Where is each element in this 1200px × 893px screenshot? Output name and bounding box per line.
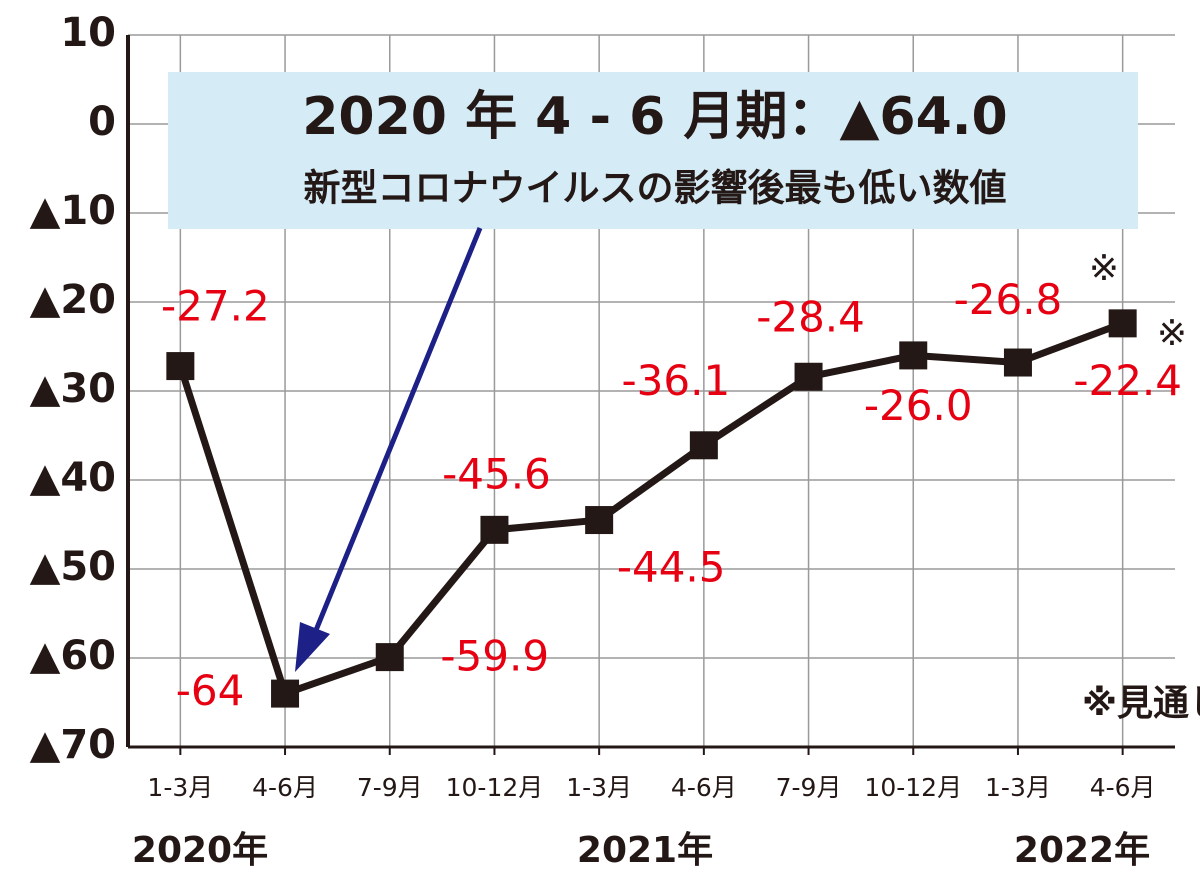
forecast-mark: ※ (1157, 313, 1187, 354)
year-label: 2022年 (1014, 830, 1150, 871)
value-label: -59.9 (440, 632, 549, 681)
point (689, 431, 718, 460)
forecast-note: ※見通し (1082, 683, 1200, 724)
y-tick-label: ▲70 (30, 722, 116, 768)
y-tick-label: ▲30 (30, 366, 116, 412)
point (166, 352, 195, 381)
point (271, 679, 300, 708)
line (177, 320, 1124, 698)
x-tick-label: 4-6月 (671, 773, 737, 802)
annotation-subtitle: 新型コロナウイルスの影響後最も低い数値 (304, 167, 1007, 210)
value-label: -45.6 (442, 449, 551, 498)
y-tick-label: ▲10 (30, 188, 116, 234)
value-label: -36.1 (622, 356, 731, 405)
point (794, 362, 823, 391)
x-tick-label: 7-9月 (357, 773, 423, 802)
point (585, 506, 614, 535)
value-label: -64 (176, 666, 245, 715)
point (1003, 348, 1032, 377)
point (375, 643, 404, 672)
x-tick-label: 7-9月 (776, 773, 842, 802)
y-tick-label: ▲60 (30, 633, 116, 679)
arrow-shaft (309, 227, 483, 641)
y-tick-label: ▲50 (30, 544, 116, 590)
point (480, 515, 509, 544)
point (1108, 309, 1137, 338)
x-tick-label: 10-12月 (446, 773, 544, 802)
x-tick-label: 1-3月 (985, 773, 1051, 802)
value-label: -26.8 (954, 275, 1063, 324)
value-label: -44.5 (617, 543, 726, 592)
point (899, 341, 928, 370)
value-label: -28.4 (756, 292, 865, 341)
value-label: -22.4 (1073, 356, 1182, 405)
x-tick-label: 4-6月 (1090, 773, 1156, 802)
year-label: 2020年 (132, 830, 268, 871)
annotation-title: 2020 年 4 ‐ 6 月期：▲64.0 (302, 87, 1007, 147)
x-tick-label: 10-12月 (864, 773, 962, 802)
x-tick-label: 4-6月 (252, 773, 318, 802)
x-tick-label: 1-3月 (147, 773, 213, 802)
annotation-box (168, 72, 1138, 229)
arrow-head (295, 622, 330, 672)
y-tick-label: 10 (60, 10, 116, 56)
value-label: -26.0 (864, 381, 973, 430)
year-label: 2021年 (577, 830, 713, 871)
y-tick-label: ▲20 (30, 277, 116, 323)
y-tick-label: ▲40 (30, 455, 116, 501)
y-tick-label: 0 (88, 99, 116, 145)
marks: -27.2 -64 -59.9 -45.6 -44.5 -36.1 -28.4 -26.0 -2… (161, 275, 1182, 715)
forecast-mark: ※ (1089, 248, 1119, 289)
x-tick-label: 1-3月 (566, 773, 632, 802)
value-label: -27.2 (161, 282, 270, 331)
